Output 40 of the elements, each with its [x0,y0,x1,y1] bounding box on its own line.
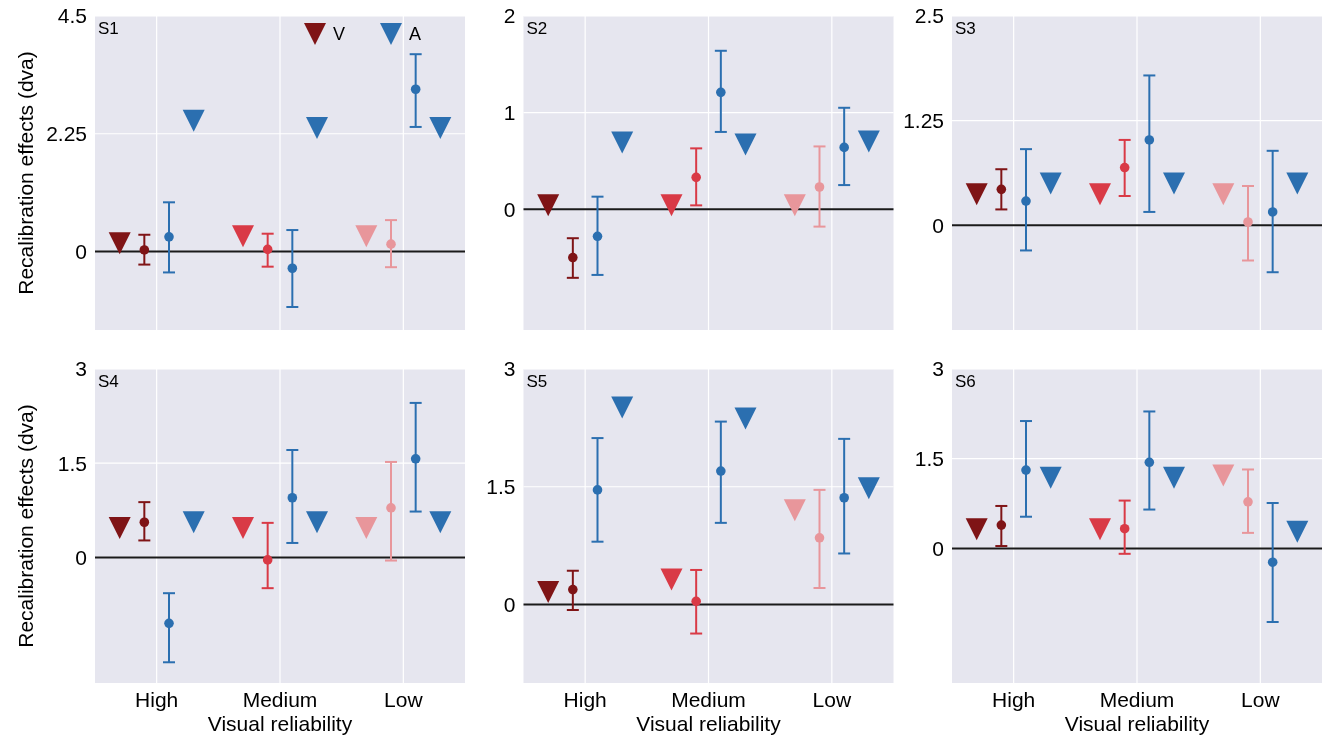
y-axis-title: Recalibration effects (dva) [14,51,37,295]
x-tick-label: Medium [1099,688,1175,711]
y-tick-label: 2.5 [914,4,944,28]
y-tick-label: 1.5 [486,475,516,499]
y-tick-label: 3 [75,357,87,381]
annotation: S1 [98,19,119,38]
annotation: S2 [526,19,548,38]
y-tick-label: 0 [503,592,516,616]
x-tick-label: High [135,688,179,711]
x-tick-label: Low [812,688,852,711]
y-tick-label: 1 [503,100,516,124]
y-tick-label: 3 [932,357,944,381]
y-tick-label: 0 [932,213,944,237]
x-axis-title: Visual reliability [636,712,782,735]
annotation: S4 [98,372,119,391]
x-axis-title: Visual reliability [207,712,353,735]
x-tick-label: Low [384,688,424,711]
annotation: S6 [955,372,976,391]
y-tick-label: 2.25 [46,122,87,146]
annotation: S3 [955,19,976,38]
x-axis-title: Visual reliability [1064,712,1210,735]
y-tick-label: 2 [503,4,516,28]
y-tick-label: 0 [75,239,87,263]
y-tick-label: 0 [75,545,87,569]
y-axis-title: Recalibration effects (dva) [14,404,37,648]
y-tick-label: 1.5 [914,447,944,471]
legend-label: A [409,24,422,45]
y-tick-label: 3 [503,357,516,381]
y-tick-label: 0 [503,197,516,221]
x-tick-label: Medium [242,688,318,711]
y-tick-label: 1.25 [903,109,944,133]
x-tick-label: Medium [671,688,746,711]
annotation: S5 [526,372,548,391]
x-tick-label: Low [1241,688,1281,711]
y-tick-label: 1.5 [57,451,87,475]
legend-label: V [333,24,346,45]
y-tick-label: 0 [932,536,944,560]
y-tick-label: 4.5 [57,4,87,28]
x-tick-label: High [992,688,1036,711]
x-tick-label: High [563,688,607,711]
